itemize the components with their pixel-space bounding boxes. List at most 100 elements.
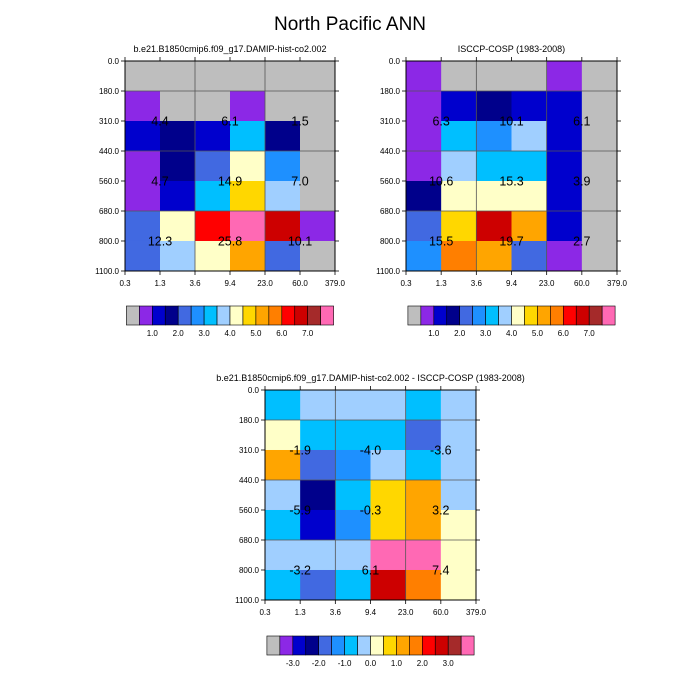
x-tick-label: 9.4 [365, 608, 377, 617]
x-tick-label: 23.0 [398, 608, 414, 617]
cell-value-label: 3.9 [573, 174, 590, 188]
heatmap-cell [195, 180, 231, 212]
heatmap-cell [370, 480, 407, 511]
heatmap-cell [160, 151, 196, 182]
x-tick-label: 60.0 [574, 279, 590, 288]
colorbar-box [537, 305, 551, 326]
heatmap-cell [476, 120, 512, 152]
heatmap-cell [160, 91, 196, 122]
y-tick-label: 680.0 [380, 207, 401, 216]
colorbar-box [203, 305, 218, 326]
heatmap-cell [195, 211, 231, 242]
y-tick-label: 180.0 [99, 87, 120, 96]
heatmap-cell [230, 180, 266, 212]
heatmap-cell [125, 61, 161, 92]
heatmap-cell [441, 151, 477, 182]
heatmap-cell [405, 480, 442, 511]
y-tick-label: 560.0 [380, 177, 401, 186]
colorbar-box [266, 635, 281, 656]
heatmap-panel-3: b.e21.B1850cmip6.f09_g17.DAMIP-hist-co2.… [216, 373, 525, 668]
colorbar: 1.0 2.0 3.0 4.0 5.0 6.0 7.0 [407, 305, 616, 338]
heatmap-cell [511, 211, 548, 242]
heatmap-cell [440, 390, 477, 421]
y-tick-label: 800.0 [380, 237, 401, 246]
heatmap-cell [441, 91, 477, 122]
heatmap-cell [125, 151, 161, 182]
heatmap-cell [265, 420, 301, 451]
y-tick-label: 1100.0 [376, 267, 400, 276]
heatmap-cell [195, 120, 231, 152]
heatmap-cell [476, 151, 512, 182]
heatmap-cell [406, 151, 442, 182]
heatmap-cell [476, 61, 512, 92]
heatmap-cell [406, 211, 442, 242]
colorbar-label: 3.0 [199, 329, 211, 338]
heatmap-cell [581, 180, 618, 212]
x-tick-label: 379.0 [466, 608, 487, 617]
heatmap-cell [300, 390, 336, 421]
cell-value-label: 14.9 [218, 174, 242, 188]
colorbar-box [485, 305, 499, 326]
x-tick-label: 9.4 [506, 279, 518, 288]
heatmap-cell [230, 120, 266, 152]
y-tick-label: 560.0 [99, 177, 120, 186]
y-tick-label: 560.0 [239, 506, 260, 515]
x-tick-label: 3.6 [189, 279, 201, 288]
cell-value-label: 10.1 [288, 234, 312, 248]
heatmap-cell [476, 180, 512, 212]
figure-title: North Pacific ANN [274, 14, 426, 35]
colorbar-box [139, 305, 153, 326]
heatmap-cell [335, 480, 371, 511]
colorbar-box [305, 635, 319, 656]
colorbar-box [562, 305, 577, 326]
colorbar-label: 4.0 [224, 329, 236, 338]
colorbar-label: 2.0 [417, 659, 429, 668]
colorbar-box [357, 635, 371, 656]
y-tick-label: 0.0 [248, 386, 260, 395]
heatmap-cell [265, 120, 301, 152]
heatmap-cell [405, 420, 442, 451]
heatmap-cell [406, 61, 442, 92]
x-tick-label: 3.6 [330, 608, 342, 617]
heatmap-cell [546, 240, 583, 272]
heatmap-cell [405, 569, 442, 601]
heatmap-cell [230, 91, 266, 122]
x-tick-label: 60.0 [433, 608, 449, 617]
cell-value-label: 7.0 [291, 174, 308, 188]
heatmap-cell [195, 240, 231, 272]
x-tick-label: 9.4 [224, 279, 236, 288]
colorbar-box [294, 305, 308, 326]
y-tick-label: 800.0 [239, 566, 260, 575]
heatmap-panel-1: b.e21.B1850cmip6.f09_g17.DAMIP-hist-co2.… [95, 44, 345, 338]
heatmap-cell [441, 120, 477, 152]
heatmap-cell [300, 61, 336, 92]
y-tick-label: 310.0 [239, 446, 260, 455]
heatmap-cell [300, 91, 336, 122]
heatmap-cell [440, 540, 477, 571]
cell-value-label: 4.4 [151, 114, 168, 128]
heatmap-cell [265, 240, 301, 272]
heatmap-cell [230, 211, 266, 242]
heatmap-cell [406, 180, 442, 212]
heatmap-cell [300, 151, 336, 182]
colorbar-box [460, 635, 475, 656]
colorbar-box [434, 635, 449, 656]
x-tick-label: 0.3 [259, 608, 271, 617]
heatmap-cell [546, 151, 583, 182]
cell-value-label: 7.4 [432, 563, 449, 577]
panel-title: b.e21.B1850cmip6.f09_g17.DAMIP-hist-co2.… [216, 373, 525, 383]
heatmap-cell [265, 91, 301, 122]
heatmap-cell [511, 120, 548, 152]
heatmap-cell [476, 240, 512, 272]
heatmap-cell [125, 180, 161, 212]
heatmap-cell [335, 540, 371, 571]
heatmap-cell [476, 211, 512, 242]
heatmap-cell [511, 151, 548, 182]
heatmap-cell [195, 61, 231, 92]
cell-value-label: 1.5 [291, 114, 308, 128]
colorbar-box [433, 305, 448, 326]
y-tick-label: 310.0 [380, 117, 401, 126]
colorbar-box [344, 635, 358, 656]
cell-value-label: 4.7 [151, 174, 168, 188]
y-tick-label: 680.0 [99, 207, 120, 216]
